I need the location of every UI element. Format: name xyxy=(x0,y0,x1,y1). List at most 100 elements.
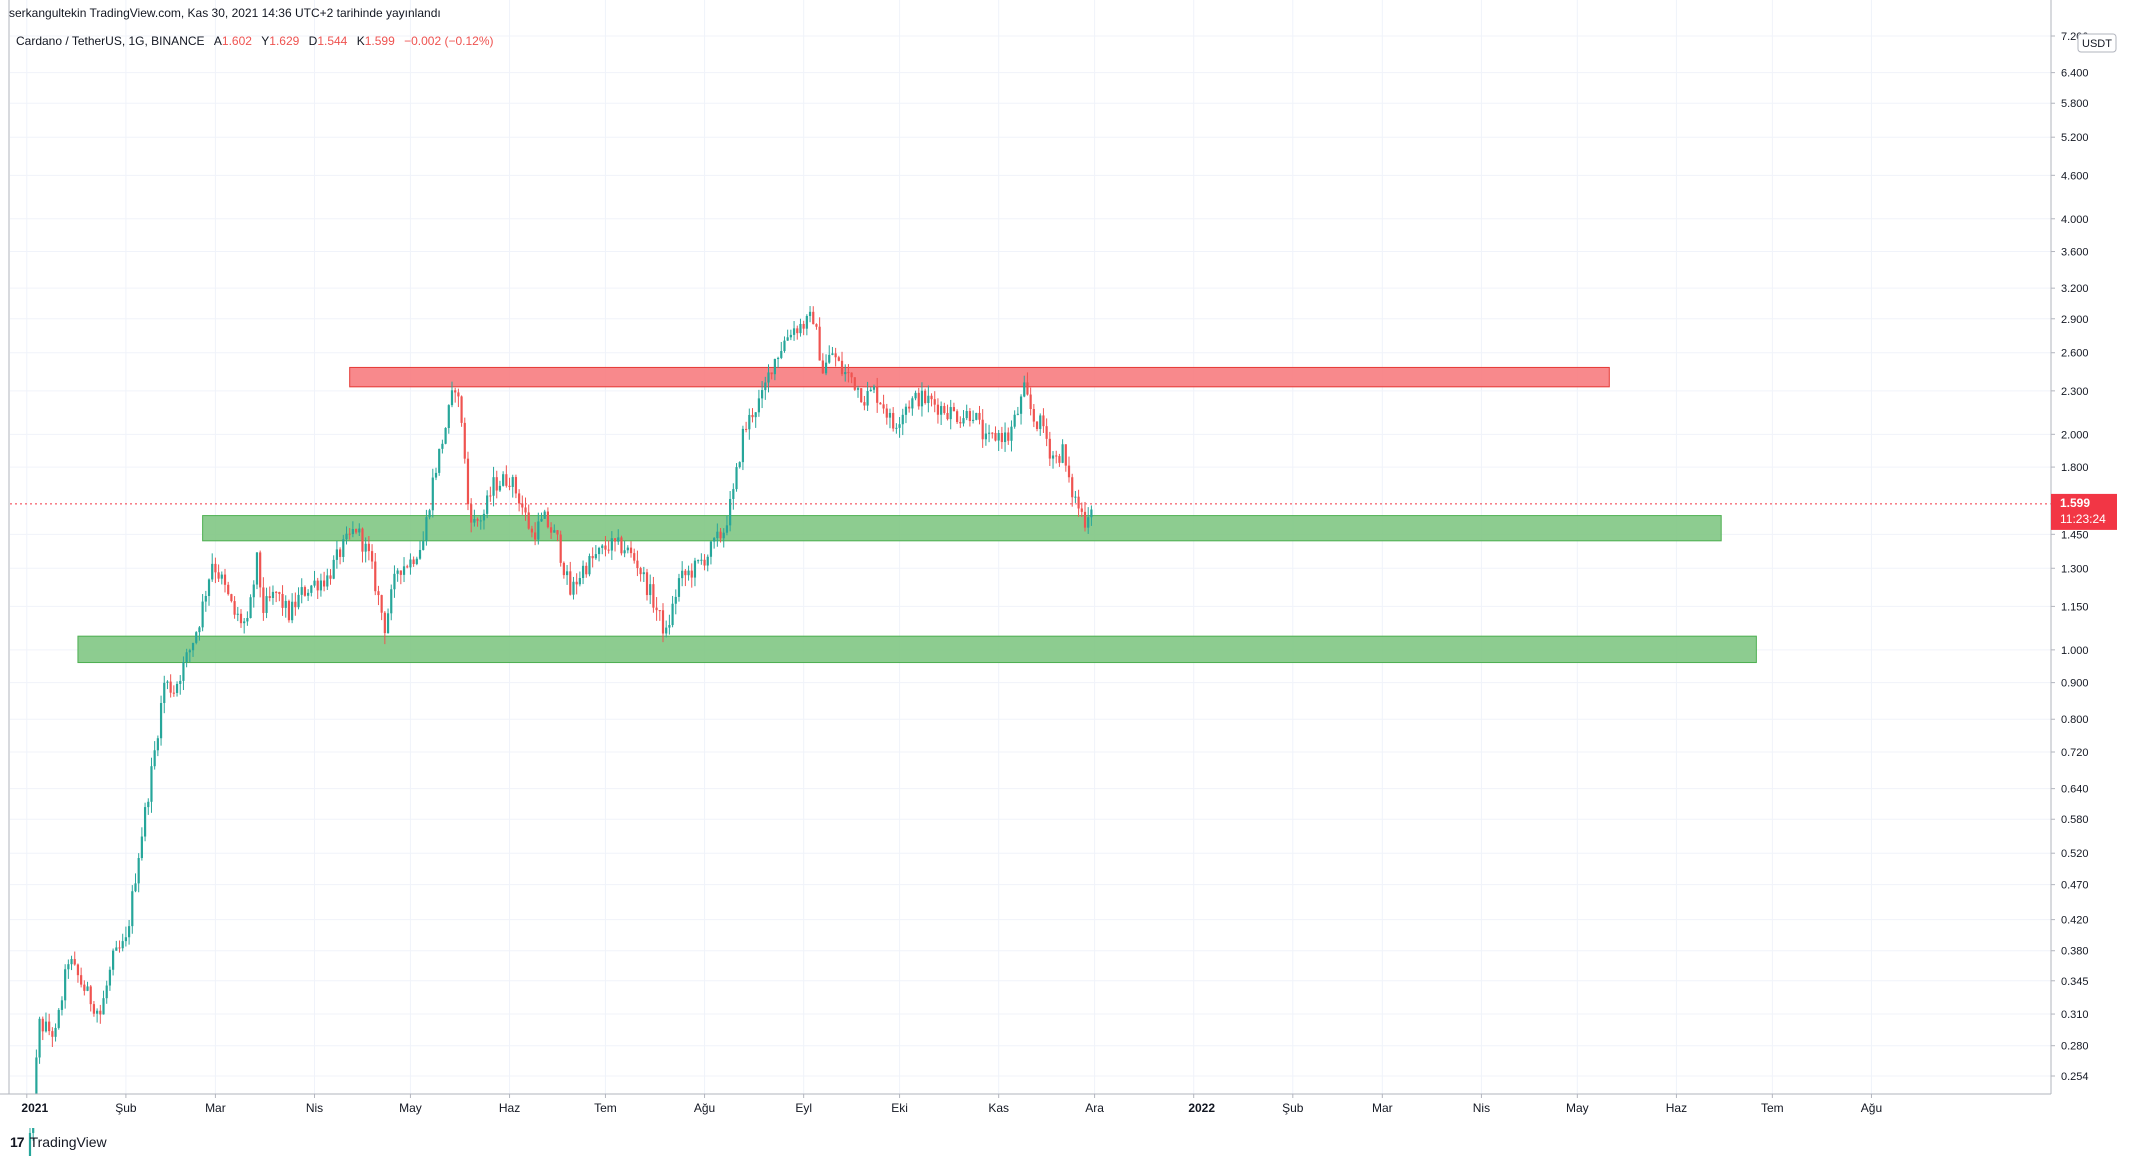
candle-body xyxy=(773,359,776,375)
candle-body xyxy=(1026,382,1029,395)
candle-body xyxy=(342,539,345,557)
price-tick-label: 0.900 xyxy=(2061,678,2089,690)
candle-body xyxy=(581,565,585,578)
candle-body xyxy=(655,607,658,611)
candle-body xyxy=(441,443,444,449)
candle-body xyxy=(933,399,936,405)
candle-body xyxy=(198,627,201,633)
candle-body xyxy=(243,621,246,624)
candle-body xyxy=(760,390,764,399)
candle-body xyxy=(601,545,604,548)
price-tick-label: 2.000 xyxy=(2061,429,2089,441)
candle-body xyxy=(709,541,713,557)
candle-body xyxy=(431,477,434,511)
candle-body xyxy=(259,552,262,588)
candle-body xyxy=(856,388,860,390)
tradingview-footer[interactable]: 17 TradingView xyxy=(10,1134,107,1150)
candle-body xyxy=(713,538,716,542)
candle-body xyxy=(121,941,124,949)
candle-body xyxy=(284,600,287,608)
candle-body xyxy=(348,533,351,535)
price-tick-label: 0.380 xyxy=(2061,946,2089,958)
candle-body xyxy=(377,591,380,596)
candle-body xyxy=(454,390,457,393)
candle-body xyxy=(987,432,991,434)
candle-body xyxy=(99,1010,102,1015)
candle-body xyxy=(719,531,722,539)
price-tick-label: 0.345 xyxy=(2061,976,2089,988)
candle-body xyxy=(195,632,198,643)
candle-body xyxy=(863,402,866,406)
candle-body xyxy=(693,560,697,578)
candle-body xyxy=(658,610,661,612)
candle-body xyxy=(924,390,927,404)
candle-body xyxy=(946,412,949,420)
candle-body xyxy=(1074,496,1077,498)
price-tick-label: 0.470 xyxy=(2061,880,2089,892)
candle-body xyxy=(300,587,303,595)
candle-body xyxy=(166,681,169,683)
candle-body xyxy=(661,610,665,634)
price-tick-label: 3.200 xyxy=(2061,283,2089,295)
time-tick-label: Mar xyxy=(1372,1101,1393,1115)
candle-body xyxy=(175,683,179,693)
candle-body xyxy=(802,323,805,329)
candle-body xyxy=(911,398,914,409)
candle-body xyxy=(690,570,693,578)
candle-body xyxy=(553,530,556,533)
time-tick-label: Şub xyxy=(1282,1101,1304,1115)
candle-body xyxy=(860,388,863,403)
candle-body xyxy=(866,391,869,406)
candle-countdown: 11:23:24 xyxy=(2060,512,2106,526)
candle-body xyxy=(182,662,185,681)
candle-body xyxy=(786,337,789,341)
candle-body xyxy=(930,395,933,400)
symbol-name[interactable]: Cardano / TetherUS, 1G, BINANCE xyxy=(16,34,205,48)
candle-body xyxy=(904,406,908,415)
candle-body xyxy=(524,507,527,513)
candle-body xyxy=(460,396,463,423)
candle-body xyxy=(211,563,214,580)
candle-body xyxy=(872,386,876,390)
support-zone-upper xyxy=(202,515,1722,542)
currency-badge[interactable]: USDT xyxy=(2077,33,2117,53)
price-tick-label: 1.450 xyxy=(2061,529,2089,541)
candle-body xyxy=(179,680,182,684)
candle-body xyxy=(313,580,316,586)
candle-body xyxy=(332,559,335,579)
candle-body xyxy=(159,703,163,739)
candle-body xyxy=(639,568,642,575)
candle-body xyxy=(54,1027,57,1037)
candle-body xyxy=(1064,444,1067,466)
candle-body xyxy=(482,513,486,521)
support-zone-lower xyxy=(77,635,1757,664)
symbol-legend[interactable]: Cardano / TetherUS, 1G, BINANCE A1.602 Y… xyxy=(16,34,494,48)
candle-body xyxy=(134,883,137,892)
candle-body xyxy=(1058,456,1061,463)
candle-body xyxy=(1080,508,1083,512)
candle-body xyxy=(1013,414,1016,427)
candle-body xyxy=(748,414,751,430)
candle-body xyxy=(473,519,476,523)
time-tick-label: Nis xyxy=(1473,1101,1490,1115)
time-tick-label: Haz xyxy=(499,1101,520,1115)
candle-body xyxy=(559,534,562,563)
candle-body xyxy=(319,580,323,591)
candle-body xyxy=(789,334,792,338)
price-axis-ticks: 7.2006.4005.8005.2004.6004.0003.6003.200… xyxy=(2051,31,2089,1083)
candle-body xyxy=(44,1021,48,1032)
candle-body xyxy=(645,572,649,596)
candle-body xyxy=(984,433,987,440)
candle-body xyxy=(434,472,438,478)
candle-body xyxy=(204,595,207,602)
low-label: D xyxy=(308,34,318,48)
candle-body xyxy=(48,1021,51,1032)
candle-body xyxy=(908,406,911,409)
candle-body xyxy=(172,692,175,694)
candle-body xyxy=(840,360,844,375)
candle-body xyxy=(1016,413,1019,415)
candle-body xyxy=(140,836,143,859)
candle-body xyxy=(521,503,524,508)
price-tick-label: 2.300 xyxy=(2061,386,2089,398)
